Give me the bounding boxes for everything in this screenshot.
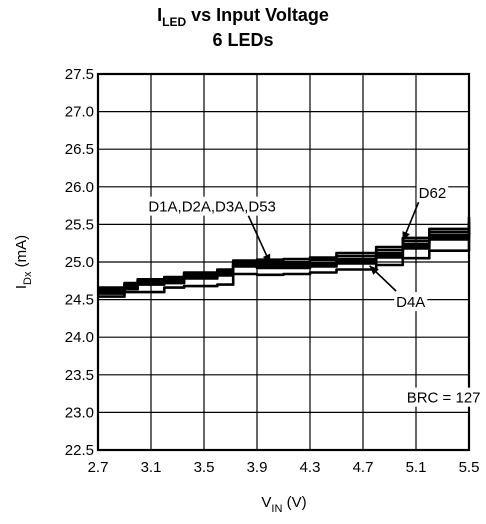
annotations: D1A,D2A,D3A,D53 D62 D4A BRC = 127 bbox=[146, 183, 483, 407]
y-tick-label: 23.5 bbox=[65, 367, 94, 384]
x-tick-label: 3.5 bbox=[194, 459, 215, 476]
series-line bbox=[98, 239, 471, 298]
y-axis-label: IDx (mA) bbox=[13, 235, 34, 289]
y-tick-label: 25.5 bbox=[65, 216, 94, 233]
annotation-bg bbox=[416, 183, 449, 203]
annotation-label: D4A bbox=[396, 294, 425, 311]
series-group bbox=[98, 216, 471, 298]
chart-title: ILED vs Input Voltage bbox=[157, 5, 329, 29]
x-axis-label: VIN (V) bbox=[261, 494, 306, 515]
annotation-label: D62 bbox=[419, 185, 447, 202]
annotation-arrowhead bbox=[369, 265, 379, 275]
tick-labels: 2.7 3.1 3.5 3.9 4.3 4.7 5.1 5.5 22.5 23.0 23.5 24.0… bbox=[65, 66, 480, 476]
grid bbox=[96, 72, 471, 452]
annotation-bg bbox=[404, 387, 483, 407]
x-tick-label: 5.5 bbox=[459, 459, 480, 476]
annotation-bg bbox=[146, 196, 278, 216]
y-tick-label: 22.5 bbox=[65, 442, 94, 459]
annotation-label: D1A,D2A,D3A,D53 bbox=[148, 199, 276, 216]
y-tick-label: 27.0 bbox=[65, 104, 94, 121]
annotation-bg bbox=[394, 292, 428, 312]
annotation-label: BRC = 127 bbox=[407, 390, 481, 407]
y-tick-label: 26.0 bbox=[65, 179, 94, 196]
y-tick-label: 24.5 bbox=[65, 292, 94, 309]
annotation-arrowhead bbox=[262, 253, 271, 264]
y-tick-label: 24.0 bbox=[65, 329, 94, 346]
y-tick-label: 27.5 bbox=[65, 66, 94, 83]
chart-subtitle: 6 LEDs bbox=[212, 30, 273, 50]
x-tick-label: 4.7 bbox=[353, 459, 374, 476]
series-line bbox=[98, 230, 471, 295]
x-tick-label: 3.1 bbox=[141, 459, 162, 476]
x-tick-label: 3.9 bbox=[247, 459, 268, 476]
x-tick-label: 4.3 bbox=[300, 459, 321, 476]
y-tick-label: 26.5 bbox=[65, 141, 94, 158]
x-tick-label: 5.1 bbox=[406, 459, 427, 476]
y-tick-label: 25.0 bbox=[65, 254, 94, 271]
y-tick-label: 23.0 bbox=[65, 404, 94, 421]
annotation-arrowhead bbox=[402, 231, 410, 241]
x-tick-label: 2.7 bbox=[88, 459, 109, 476]
